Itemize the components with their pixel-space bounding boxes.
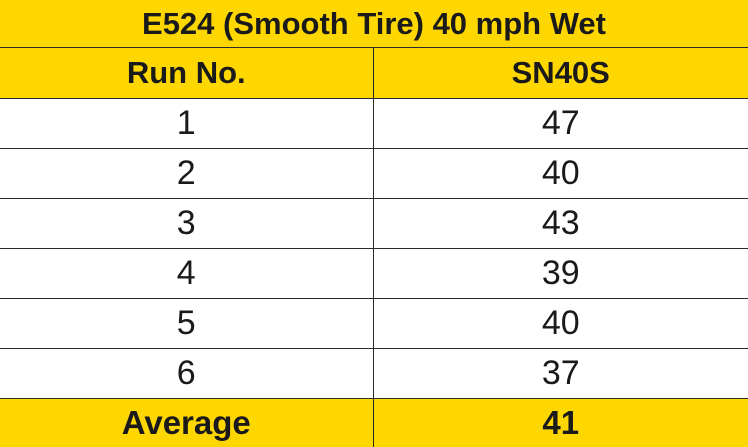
header-row: Run No. SN40S [0,46,748,99]
table-row: 5 40 [0,297,748,349]
average-row: Average 41 [0,397,748,447]
table-title: E524 (Smooth Tire) 40 mph Wet [0,0,748,48]
run-number-cell: 3 [0,197,374,249]
run-number-cell: 2 [0,147,374,199]
table-row: 4 39 [0,247,748,299]
sn40s-value-cell: 40 [372,147,748,199]
sn40s-value-cell: 37 [372,347,748,399]
sn40s-value-cell: 40 [372,297,748,349]
sn40s-value-cell: 47 [372,97,748,149]
column-header-sn40s: SN40S [372,46,748,99]
run-number-cell: 6 [0,347,374,399]
run-number-cell: 5 [0,297,374,349]
run-number-cell: 4 [0,247,374,299]
average-value: 41 [372,397,748,447]
table-row: 2 40 [0,147,748,199]
table-title-row: E524 (Smooth Tire) 40 mph Wet [0,0,748,48]
table-row: 6 37 [0,347,748,399]
table-row: 3 43 [0,197,748,249]
run-number-cell: 1 [0,97,374,149]
column-header-run-no: Run No. [0,46,374,99]
sn40s-value-cell: 43 [372,197,748,249]
average-label: Average [0,397,374,447]
sn40s-value-cell: 39 [372,247,748,299]
table-row: 1 47 [0,97,748,149]
